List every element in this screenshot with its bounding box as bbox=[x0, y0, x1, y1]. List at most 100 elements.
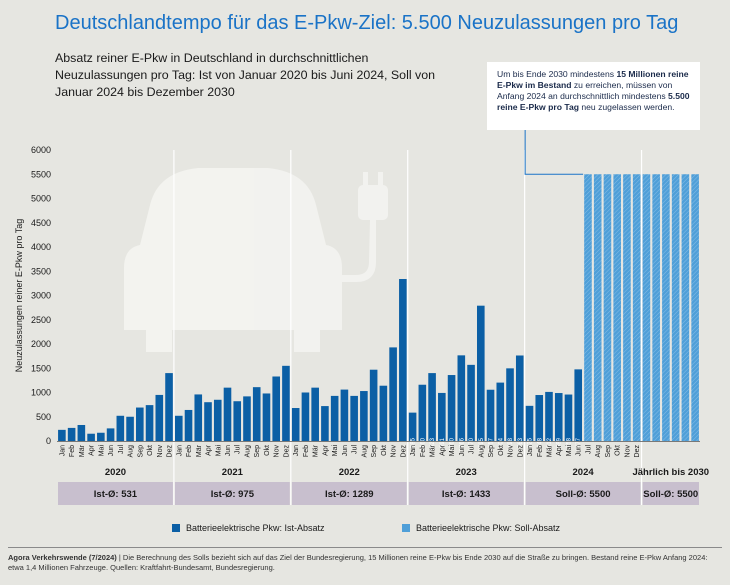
y-tick-label: 3500 bbox=[31, 266, 51, 276]
ist-bar bbox=[457, 355, 466, 441]
ist-bar bbox=[574, 369, 583, 441]
x-month-label: Jan bbox=[527, 445, 534, 456]
x-month-label: Jan bbox=[293, 445, 300, 456]
soll-bar bbox=[691, 174, 699, 441]
legend-swatch-soll bbox=[402, 524, 410, 532]
x-year-label: 2022 bbox=[339, 467, 360, 478]
ist-bar bbox=[467, 364, 475, 441]
soll-bar bbox=[603, 174, 612, 441]
bar-value-label: 1160 bbox=[420, 437, 426, 451]
ist-bar bbox=[369, 369, 378, 441]
x-month-label: Dez bbox=[167, 445, 174, 458]
ist-bar bbox=[496, 382, 505, 441]
x-month-label: Feb bbox=[303, 445, 310, 457]
x-month-label: Feb bbox=[186, 445, 193, 457]
x-year-label: 2023 bbox=[456, 467, 477, 478]
callout-text-1: Um bis Ende 2030 mindestens bbox=[497, 69, 617, 79]
x-month-label: Mai bbox=[98, 445, 105, 457]
ist-bar bbox=[291, 408, 300, 441]
x-month-label: Aug bbox=[361, 445, 368, 458]
x-year-label: 2020 bbox=[105, 467, 126, 478]
ist-bar bbox=[106, 428, 115, 441]
x-month-label: Jun bbox=[108, 445, 115, 456]
bar-value-label: 958 bbox=[566, 437, 572, 448]
x-year-label: 2024 bbox=[573, 467, 595, 478]
x-month-label: Mär bbox=[79, 444, 86, 457]
x-month-label: Mär bbox=[546, 444, 553, 457]
x-month-label: Jan bbox=[59, 445, 66, 456]
ist-bar bbox=[525, 405, 534, 441]
footer-text: | Die Berechnung des Solls bezieht sich … bbox=[8, 553, 708, 572]
ist-bar bbox=[136, 407, 144, 441]
x-month-label: Nov bbox=[508, 445, 515, 458]
x-month-label: Jan bbox=[410, 445, 417, 456]
ist-bar bbox=[418, 384, 427, 441]
ist-bar bbox=[301, 392, 310, 441]
ist-bar bbox=[438, 392, 446, 441]
ist-bar bbox=[564, 394, 573, 441]
y-tick-label: 4000 bbox=[31, 242, 51, 252]
x-month-label: Mai bbox=[332, 445, 339, 457]
ist-bar bbox=[554, 393, 563, 441]
ist-bar bbox=[282, 365, 290, 441]
ist-bar bbox=[223, 387, 232, 441]
info-callout: Um bis Ende 2030 mindestens 15 Millionen… bbox=[487, 62, 700, 130]
soll-bar bbox=[662, 174, 670, 441]
x-year-label: 2021 bbox=[222, 467, 244, 478]
average-label: Ist-Ø: 1289 bbox=[325, 489, 374, 500]
ist-bar bbox=[389, 347, 397, 441]
x-month-label: Aug bbox=[478, 445, 485, 458]
x-month-label: Dez bbox=[283, 445, 290, 458]
x-month-label: Dez bbox=[400, 445, 407, 458]
x-month-label: Jun bbox=[225, 445, 232, 456]
y-tick-label: 4500 bbox=[31, 218, 51, 228]
bar-value-label: 1477 bbox=[576, 437, 582, 451]
ist-bar bbox=[408, 412, 417, 441]
callout-text-2: zu erreichen, müssen von Anfang 2024 an … bbox=[497, 80, 673, 101]
y-tick-label: 2500 bbox=[31, 315, 51, 325]
average-label: Soll-Ø: 5500 bbox=[556, 489, 611, 500]
soll-bar bbox=[681, 174, 690, 441]
callout-bold-1: 15 Millionen reine E-Pkw im Bestand bbox=[497, 69, 689, 90]
x-year-label: Jährlich bis 2030 bbox=[632, 467, 709, 478]
ist-bar bbox=[58, 429, 66, 441]
legend-label-soll: Batterieelektrische Pkw: Soll-Absatz bbox=[416, 523, 561, 533]
bar-value-label: 1763 bbox=[518, 437, 524, 451]
x-month-label: Feb bbox=[420, 445, 427, 457]
x-month-label: Apr bbox=[556, 444, 563, 456]
y-tick-label: 6000 bbox=[31, 145, 51, 155]
ist-bar bbox=[97, 432, 105, 441]
x-month-label: Mai bbox=[566, 445, 573, 457]
legend-swatch-ist bbox=[172, 524, 180, 532]
average-label: Ist-Ø: 531 bbox=[94, 489, 138, 500]
callout-bold-2: 5.500 reine E-Pkw pro Tag bbox=[497, 91, 690, 112]
x-month-label: Mär bbox=[430, 444, 437, 457]
average-band bbox=[291, 482, 407, 505]
chart-title: Deutschlandtempo für das E-Pkw-Ziel: 5.5… bbox=[55, 12, 679, 34]
x-month-label: Sep bbox=[254, 445, 261, 458]
x-month-label: Jul bbox=[585, 445, 592, 454]
soll-bar bbox=[642, 174, 651, 441]
ist-bar bbox=[87, 433, 95, 441]
x-month-label: Jul bbox=[352, 445, 359, 454]
average-label: Soll-Ø: 5500 bbox=[643, 489, 698, 500]
x-month-label: Dez bbox=[634, 445, 641, 458]
x-month-label: Nov bbox=[274, 445, 281, 458]
average-label: Ist-Ø: 975 bbox=[211, 489, 255, 500]
ist-bar bbox=[194, 394, 203, 441]
x-month-label: Sep bbox=[605, 445, 612, 458]
ist-bar bbox=[155, 394, 164, 441]
x-month-label: Apr bbox=[206, 444, 213, 456]
x-month-label: Nov bbox=[624, 445, 631, 458]
average-band bbox=[174, 482, 290, 505]
x-month-label: Jan bbox=[176, 445, 183, 456]
ist-bar bbox=[204, 402, 212, 441]
x-month-label: Okt bbox=[264, 445, 271, 456]
ist-bar bbox=[145, 405, 154, 441]
x-month-label: Okt bbox=[381, 445, 388, 456]
ist-bar bbox=[174, 415, 183, 441]
ist-bar bbox=[77, 424, 86, 441]
bar-value-label: 1204 bbox=[498, 437, 504, 451]
soll-bar bbox=[623, 174, 631, 441]
x-month-label: Feb bbox=[69, 445, 76, 457]
